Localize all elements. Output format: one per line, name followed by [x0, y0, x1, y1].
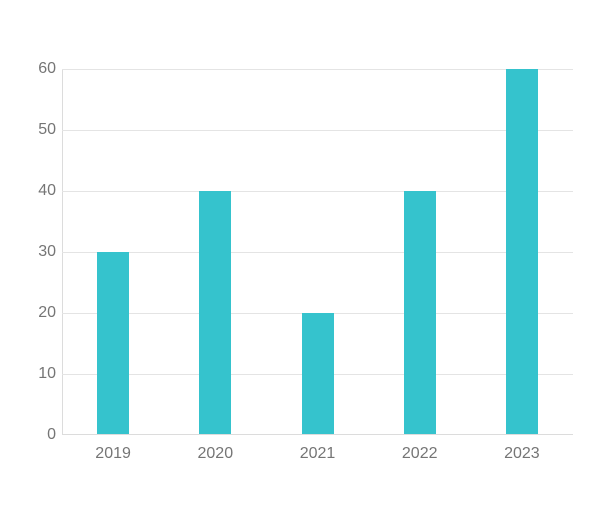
gridline-50	[62, 130, 573, 131]
y-tick-label-60: 60	[38, 60, 56, 77]
bar-2020[interactable]	[199, 191, 232, 435]
x-axis-line	[62, 434, 573, 435]
bar-2021[interactable]	[301, 313, 334, 435]
gridline-60	[62, 69, 573, 70]
x-tick-label-2021: 2021	[299, 445, 336, 462]
y-tick-label-40: 40	[38, 182, 56, 199]
y-tick-label-50: 50	[38, 121, 56, 138]
plot-area	[62, 69, 573, 435]
x-tick-label-2019: 2019	[95, 445, 131, 462]
y-tick-label-10: 10	[38, 365, 56, 382]
y-tick-label-0: 0	[47, 426, 56, 443]
gridline-30	[62, 252, 573, 253]
bar-2019[interactable]	[97, 252, 130, 435]
x-tick-label-2020: 2020	[197, 445, 234, 462]
gridline-40	[62, 191, 573, 192]
bar-2023[interactable]	[505, 69, 538, 435]
x-tick-label-2023: 2023	[504, 445, 540, 462]
y-tick-label-20: 20	[38, 304, 56, 321]
bar-2022[interactable]	[403, 191, 436, 435]
x-tick-label-2022: 2022	[401, 445, 438, 462]
y-tick-label-30: 30	[38, 243, 56, 260]
